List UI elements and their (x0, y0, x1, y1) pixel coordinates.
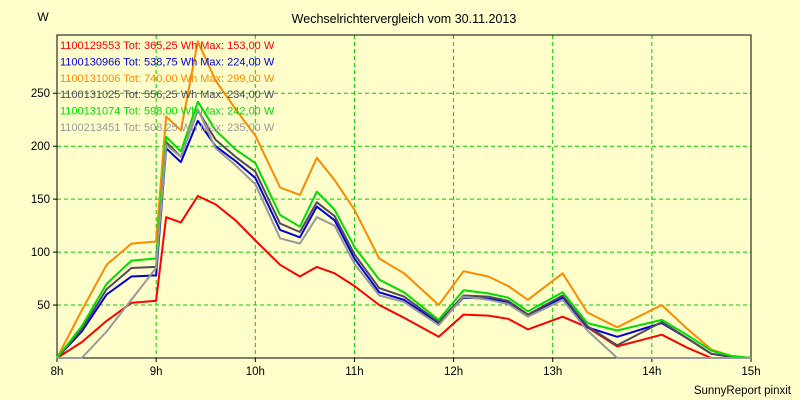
legend-entry-1100129553: 1100129553 Tot: 365,25 Wh Max: 153,00 W (60, 40, 275, 52)
x-tick-label: 8h (51, 366, 64, 378)
y-tick-label: 200 (31, 141, 50, 153)
x-tick-label: 14h (642, 366, 661, 378)
y-tick-label: 100 (31, 247, 50, 259)
x-tick-label: 10h (246, 366, 265, 378)
series-line-1100131074 (56, 100, 752, 359)
series-line-1100131006 (56, 40, 752, 359)
x-tick-label: 9h (150, 366, 163, 378)
axis-frame (56, 34, 752, 359)
y-tick-label: 150 (31, 194, 50, 206)
legend-entry-1100213451: 1100213451 Tot: 508,25 Wh Max: 235,00 W (60, 122, 275, 134)
chart-title: Wechselrichtervergleich vom 30.11.2013 (292, 12, 517, 26)
series-line-1100131025 (56, 109, 752, 359)
credit-text: SunnyReport pinxit (694, 385, 792, 397)
legend-entry-1100131006: 1100131006 Tot: 740,00 Wh Max: 299,00 W (60, 73, 275, 85)
series-line-1100129553 (56, 195, 751, 359)
legend-entry-1100130966: 1100130966 Tot: 538,75 Wh Max: 224,00 W (60, 56, 275, 68)
y-tick-label: 50 (37, 300, 50, 312)
legend: 1100129553 Tot: 365,25 Wh Max: 153,00 W 1… (60, 40, 275, 134)
y-tick-label: 250 (31, 88, 50, 100)
legend-entry-1100131074: 1100131074 Tot: 598,00 Wh Max: 242,00 W (60, 106, 275, 118)
series-line-1100213451 (57, 108, 751, 359)
x-tick-label: 15h (741, 366, 760, 378)
plot-border (56, 34, 752, 359)
legend-entry-1100131025: 1100131025 Tot: 556,25 Wh Max: 234,00 W (60, 89, 275, 101)
x-tick-label: 13h (543, 366, 562, 378)
x-tick-label: 12h (444, 366, 463, 378)
axis-tick-labels: 50 100 150 200 250 8h 9h 10h 11h 12h 13h 14h 15h (31, 88, 761, 378)
series-lines (56, 40, 752, 359)
y-axis-unit-label: W (37, 10, 49, 24)
x-tick-label: 11h (345, 366, 363, 378)
